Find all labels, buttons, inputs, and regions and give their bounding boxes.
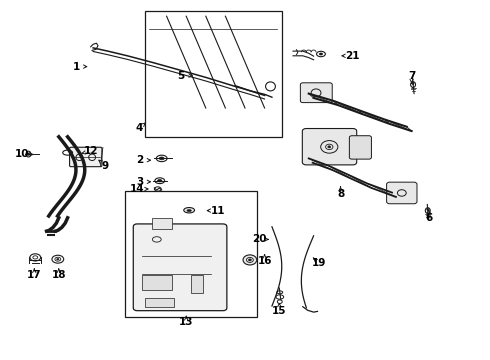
FancyBboxPatch shape — [70, 147, 102, 167]
Text: 13: 13 — [179, 317, 194, 327]
Text: 10: 10 — [15, 149, 29, 159]
Ellipse shape — [159, 157, 164, 160]
Bar — [142, 275, 172, 290]
Ellipse shape — [328, 146, 331, 148]
Text: 16: 16 — [257, 256, 272, 266]
Bar — [191, 275, 203, 293]
Bar — [145, 298, 174, 307]
Text: 19: 19 — [311, 258, 326, 268]
Text: 20: 20 — [252, 234, 267, 244]
Ellipse shape — [187, 210, 191, 212]
Text: 5: 5 — [178, 71, 185, 81]
Ellipse shape — [184, 207, 195, 213]
Text: 6: 6 — [425, 213, 432, 223]
Ellipse shape — [412, 82, 414, 85]
FancyBboxPatch shape — [133, 224, 227, 311]
Ellipse shape — [319, 53, 322, 55]
Text: 1: 1 — [73, 62, 79, 72]
Text: 9: 9 — [102, 161, 109, 171]
Bar — [152, 218, 172, 229]
Text: 3: 3 — [136, 177, 143, 187]
Text: 12: 12 — [83, 146, 98, 156]
Ellipse shape — [158, 180, 162, 182]
Text: 11: 11 — [211, 206, 225, 216]
FancyBboxPatch shape — [300, 83, 332, 103]
Text: 7: 7 — [408, 71, 416, 81]
Ellipse shape — [27, 153, 29, 156]
FancyBboxPatch shape — [302, 129, 357, 165]
Bar — [125, 191, 257, 317]
Text: 14: 14 — [130, 184, 145, 194]
Bar — [145, 11, 282, 137]
Ellipse shape — [248, 259, 251, 261]
Text: 2: 2 — [136, 155, 143, 165]
Text: 18: 18 — [51, 270, 66, 280]
Text: 4: 4 — [136, 123, 144, 133]
Text: 15: 15 — [272, 306, 287, 316]
FancyBboxPatch shape — [349, 136, 371, 159]
FancyBboxPatch shape — [387, 182, 417, 204]
Text: 8: 8 — [337, 189, 344, 199]
Ellipse shape — [427, 208, 429, 211]
Text: 21: 21 — [345, 51, 360, 61]
Ellipse shape — [243, 255, 257, 265]
Text: 17: 17 — [27, 270, 42, 280]
Ellipse shape — [56, 258, 59, 260]
